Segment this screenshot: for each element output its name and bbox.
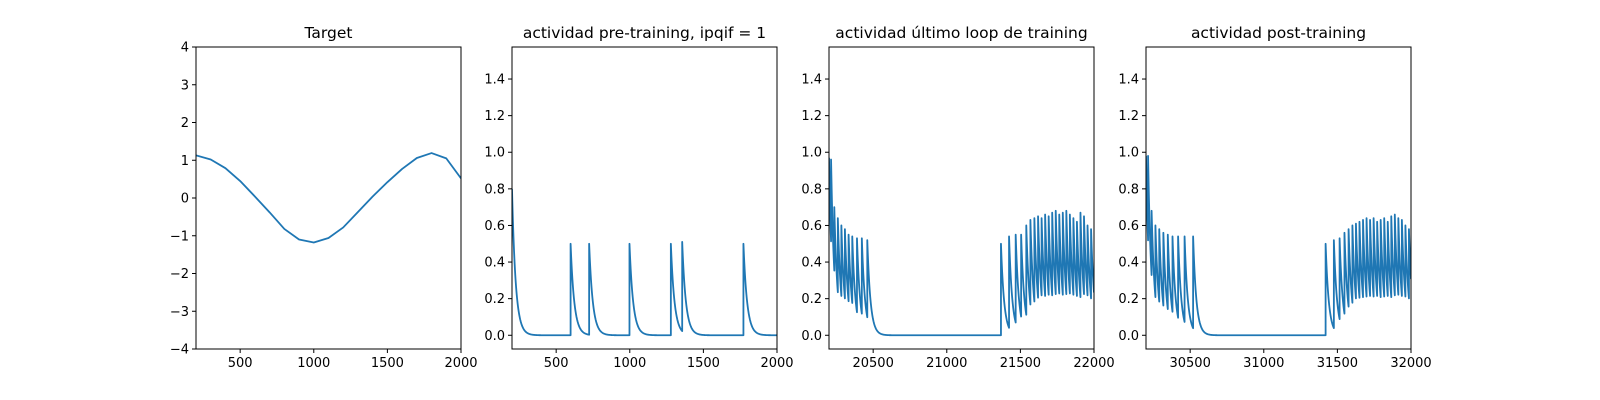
- x-tick-label: 1000: [297, 356, 330, 371]
- x-tick-label: 1000: [613, 356, 646, 371]
- y-tick-label: −4: [170, 343, 189, 358]
- x-tick-label: 32000: [1390, 356, 1431, 371]
- pre-training-panel: actividad pre-training, ipqif = 1 500 1000…: [484, 24, 793, 371]
- x-tick-label: 21500: [1000, 356, 1041, 371]
- x-tick-label: 1500: [687, 356, 720, 371]
- target-panel: Target 500 1000 1500 2000 −4 −3 −2 −1 0 1 2 3 4: [170, 24, 478, 371]
- panel-title: actividad último loop de training: [835, 24, 1087, 42]
- x-tick-label: 22000: [1073, 356, 1114, 371]
- axes-frame: [511, 46, 778, 350]
- y-tick-label: 1.4: [801, 73, 822, 88]
- y-tick-label: 0.4: [1118, 256, 1139, 271]
- panel-title: actividad pre-training, ipqif = 1: [523, 24, 766, 42]
- y-tick-label: 0.8: [801, 182, 822, 197]
- y-tick-label: 0.6: [801, 219, 822, 234]
- y-tick-label: 0.6: [1118, 219, 1139, 234]
- x-tick-label: 2000: [760, 356, 793, 371]
- y-tick-label: 1.2: [801, 109, 822, 124]
- y-tick-label: 0.2: [801, 292, 822, 307]
- axes-frame: [195, 46, 462, 350]
- x-tick-label: 31500: [1317, 356, 1358, 371]
- y-tick-label: −1: [170, 229, 189, 244]
- series-line: [829, 157, 1094, 337]
- y-tick-label: 1.2: [484, 109, 505, 124]
- x-tick-label: 21000: [926, 356, 967, 371]
- y-tick-label: 0.6: [484, 219, 505, 234]
- axes-frame: [1145, 46, 1412, 350]
- y-tick-label: 1.4: [1118, 73, 1139, 88]
- last-training-loop-panel: actividad último loop de training 20500 21…: [801, 24, 1114, 371]
- post-training-panel: actividad post-training 30500 31000 31500 32…: [1118, 24, 1431, 371]
- panel-title: actividad post-training: [1191, 24, 1366, 42]
- y-tick-label: 1.0: [484, 146, 505, 161]
- y-tick-label: 0.2: [1118, 292, 1139, 307]
- y-tick-label: 0.4: [484, 256, 505, 271]
- y-tick-label: 0: [181, 192, 189, 207]
- series-line: [1146, 155, 1411, 337]
- y-tick-label: 4: [181, 41, 189, 56]
- y-tick-label: 2: [181, 116, 189, 131]
- series-line: [196, 152, 461, 244]
- y-tick-label: 0.0: [484, 329, 505, 344]
- y-tick-label: 0.2: [484, 292, 505, 307]
- x-tick-label: 2000: [444, 356, 477, 371]
- y-tick-label: 1.2: [1118, 109, 1139, 124]
- y-tick-label: 1.4: [484, 73, 505, 88]
- x-tick-label: 20500: [852, 356, 893, 371]
- y-tick-label: 0.0: [801, 329, 822, 344]
- y-tick-label: 3: [181, 78, 189, 93]
- y-tick-label: 0.8: [484, 182, 505, 197]
- axes-frame: [828, 46, 1095, 350]
- y-tick-label: −2: [170, 267, 189, 282]
- x-tick-label: 500: [544, 356, 569, 371]
- y-tick-label: 0.0: [1118, 329, 1139, 344]
- panel-title: Target: [304, 24, 353, 42]
- y-tick-label: 1.0: [801, 146, 822, 161]
- x-tick-label: 1500: [371, 356, 404, 371]
- y-tick-label: 1.0: [1118, 146, 1139, 161]
- x-tick-label: 30500: [1169, 356, 1210, 371]
- y-tick-label: −3: [170, 305, 189, 320]
- x-tick-label: 500: [228, 356, 253, 371]
- x-tick-label: 31000: [1243, 356, 1284, 371]
- y-tick-label: 1: [181, 154, 189, 169]
- series-line: [512, 188, 777, 337]
- y-tick-label: 0.4: [801, 256, 822, 271]
- y-tick-label: 0.8: [1118, 182, 1139, 197]
